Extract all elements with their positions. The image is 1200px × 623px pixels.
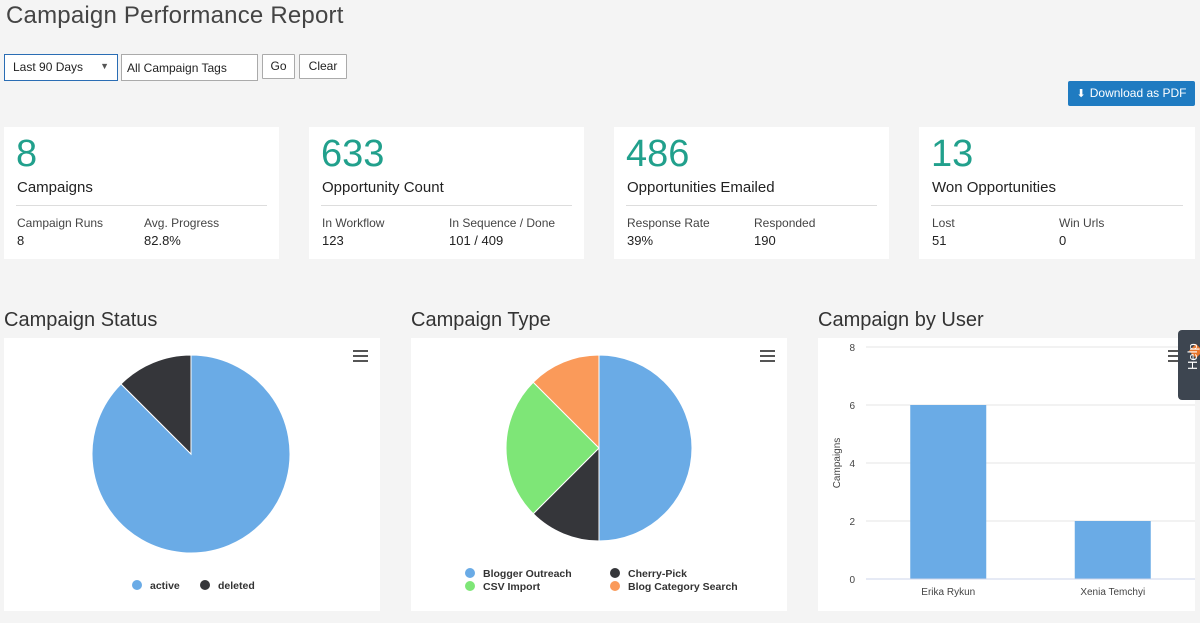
help-tab[interactable]: Help xyxy=(1178,330,1200,400)
go-button[interactable]: Go xyxy=(262,54,295,79)
legend-marker xyxy=(200,580,210,590)
y-axis-label: Campaigns xyxy=(832,438,843,489)
pie-slice-cherry-pick[interactable] xyxy=(532,446,600,542)
stat-value: 486 xyxy=(626,133,690,175)
stat-sub-label: In Sequence / Done xyxy=(449,216,556,230)
y-tick-label: 6 xyxy=(849,401,855,412)
divider xyxy=(16,205,267,206)
bar-xenia-temchyi[interactable] xyxy=(1074,521,1151,579)
bar-erika-rykun[interactable] xyxy=(910,405,987,579)
y-tick-label: 0 xyxy=(849,575,855,586)
stat-card-campaigns: 8 Campaigns Campaign Runs 8 Avg. Progres… xyxy=(4,127,279,259)
stat-sub-value: 0 xyxy=(1059,233,1067,248)
legend-item[interactable]: active xyxy=(150,580,180,592)
campaign-type-title: Campaign Type xyxy=(411,309,551,331)
campaign-status-title: Campaign Status xyxy=(4,309,158,331)
x-tick-label: Xenia Temchyi xyxy=(1080,587,1145,598)
stat-value: 13 xyxy=(931,133,974,175)
pie-slice-blog-category-search[interactable] xyxy=(532,354,600,450)
chart-menu-icon[interactable] xyxy=(353,350,368,362)
stat-label: Won Opportunities xyxy=(932,179,1056,196)
campaign-by-user-panel: 0 2 4 6 8 Campaigns Erika Rykun Xenia Temchyi xyxy=(818,338,1195,611)
stat-card-opportunity-count: 633 Opportunity Count In Workflow 123 In… xyxy=(309,127,584,259)
stat-label: Campaigns xyxy=(17,179,93,196)
stat-sub-value: 101 / 409 xyxy=(449,233,504,248)
page-title: Campaign Performance Report xyxy=(6,2,344,29)
stat-sub-label: Lost xyxy=(932,216,955,230)
divider xyxy=(626,205,877,206)
pie-slice-deleted[interactable] xyxy=(120,354,192,456)
campaign-tags-input[interactable]: All Campaign Tags xyxy=(121,54,258,81)
date-range-select[interactable]: Last 90 Days ▼ xyxy=(4,54,118,81)
campaign-type-chart: Blogger Outreach Cherry-Pick CSV Import Blo… xyxy=(465,354,738,593)
legend-marker xyxy=(465,568,475,578)
stat-sub-label: Campaign Runs xyxy=(17,216,104,230)
legend-item[interactable]: Blog Category Search xyxy=(628,581,738,593)
stat-label: Opportunities Emailed xyxy=(627,179,775,196)
stat-card-won-opportunities: 13 Won Opportunities Lost 51 Win Urls 0 xyxy=(919,127,1195,259)
stat-sub-value: 190 xyxy=(754,233,776,248)
stat-sub-label: Avg. Progress xyxy=(144,216,220,230)
stat-sub-value: 123 xyxy=(322,233,344,248)
date-range-value: Last 90 Days xyxy=(13,60,84,74)
stat-sub-label: Response Rate xyxy=(627,216,710,230)
campaign-by-user-chart: 0 2 4 6 8 Campaigns Erika Rykun Xenia Temchyi xyxy=(832,343,1195,598)
pie-slice-blogger-outreach[interactable] xyxy=(598,354,693,542)
legend-marker xyxy=(132,580,142,590)
stat-sub-label: In Workflow xyxy=(322,216,385,230)
chart-menu-icon[interactable] xyxy=(760,350,775,362)
legend-marker xyxy=(610,581,620,591)
legend-item[interactable]: deleted xyxy=(218,580,255,592)
stat-sub-value: 82.8% xyxy=(144,233,181,248)
stat-card-opportunities-emailed: 486 Opportunities Emailed Response Rate … xyxy=(614,127,889,259)
campaign-status-panel: active deleted xyxy=(4,338,380,611)
stat-label: Opportunity Count xyxy=(322,179,444,196)
campaign-by-user-title: Campaign by User xyxy=(818,309,984,331)
legend-item[interactable]: Blogger Outreach xyxy=(483,568,572,580)
download-pdf-button[interactable]: ⬇ Download as PDF xyxy=(1068,81,1195,106)
stat-sub-value: 39% xyxy=(627,233,654,248)
y-tick-label: 2 xyxy=(849,517,855,528)
stat-sub-value: 51 xyxy=(932,233,947,248)
download-icon: ⬇ xyxy=(1076,88,1086,100)
campaign-status-chart: active deleted xyxy=(91,354,291,592)
clear-button[interactable]: Clear xyxy=(299,54,347,79)
campaign-type-panel: Blogger Outreach Cherry-Pick CSV Import Blo… xyxy=(411,338,787,611)
chevron-down-icon: ▼ xyxy=(100,61,109,71)
help-label: Help xyxy=(1185,343,1200,370)
stat-value: 633 xyxy=(321,133,385,175)
download-pdf-label: Download as PDF xyxy=(1089,86,1187,100)
y-tick-label: 4 xyxy=(849,459,855,470)
x-tick-label: Erika Rykun xyxy=(921,587,975,598)
pie-slice-csv-import[interactable] xyxy=(505,381,600,515)
legend-item[interactable]: Cherry-Pick xyxy=(628,568,687,580)
stat-sub-value: 8 xyxy=(17,233,25,248)
divider xyxy=(931,205,1183,206)
stat-sub-label: Win Urls xyxy=(1059,216,1105,230)
chart-menu-icon[interactable] xyxy=(1168,350,1183,362)
legend-marker xyxy=(465,581,475,591)
stat-sub-label: Responded xyxy=(754,216,816,230)
stat-value: 8 xyxy=(16,133,38,175)
legend-marker xyxy=(610,568,620,578)
divider xyxy=(321,205,572,206)
y-tick-label: 8 xyxy=(849,343,855,354)
legend-item[interactable]: CSV Import xyxy=(483,581,541,593)
